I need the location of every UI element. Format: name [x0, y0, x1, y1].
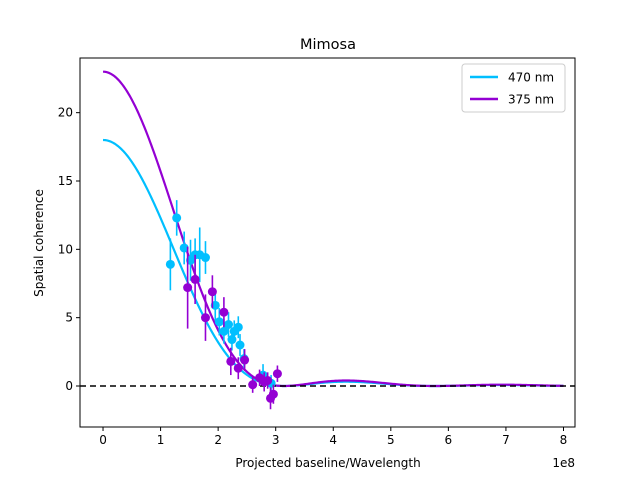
data-point-0-11: [227, 335, 237, 345]
y-tick-label-3: 15: [58, 174, 73, 188]
x-tick-label-4: 4: [329, 433, 337, 447]
plot-area: 0 1 2 3 4 5 6 7 8 0 5 10 15 20 470 nm 375 nm: [58, 57, 576, 447]
data-point-1-11: [263, 376, 273, 386]
x-offset-label: 1e8: [552, 456, 575, 470]
x-tick-label-2: 2: [214, 433, 222, 447]
y-tick-label-1: 5: [65, 311, 73, 325]
data-point-1-0: [183, 283, 193, 293]
x-tick-label-6: 6: [445, 433, 453, 447]
model-curve-1: [102, 70, 564, 388]
x-tick-label-3: 3: [272, 433, 280, 447]
data-point-1-6: [233, 363, 243, 373]
data-point-1-8: [248, 380, 258, 390]
data-point-1-5: [226, 356, 236, 366]
legend-label-0: 470 nm: [508, 71, 554, 85]
data-point-1-1: [190, 274, 200, 284]
data-point-0-8: [214, 317, 224, 327]
x-tick-label-8: 8: [560, 433, 568, 447]
data-point-0-1: [172, 213, 182, 223]
legend: 470 nm 375 nm: [461, 63, 566, 113]
x-tick-label-1: 1: [157, 433, 165, 447]
y-tick-label-2: 10: [58, 242, 73, 256]
x-tick-label-5: 5: [387, 433, 395, 447]
data-point-0-10: [224, 320, 233, 329]
chart-title: Mimosa: [300, 37, 356, 53]
y-tick-label-0: 0: [65, 379, 73, 393]
y-axis-label: Spatial coherence: [32, 189, 46, 297]
axes-frame: [79, 57, 576, 428]
x-axis-label: Projected baseline/Wavelength: [235, 456, 420, 470]
data-point-0-0: [165, 259, 175, 269]
data-point-0-2: [179, 243, 189, 253]
x-tick-label-0: 0: [99, 433, 107, 447]
data-point-1-14: [272, 369, 282, 379]
data-point-1-13: [268, 389, 278, 399]
data-point-0-13: [233, 322, 243, 332]
data-point-1-2: [200, 313, 210, 323]
legend-label-1: 375 nm: [508, 93, 554, 107]
data-point-1-4: [219, 307, 229, 317]
x-tick-label-7: 7: [502, 433, 510, 447]
data-point-1-3: [207, 287, 217, 297]
data-point-0-6: [200, 253, 210, 263]
data-point-1-7: [240, 355, 250, 365]
data-point-0-14: [235, 340, 245, 350]
y-tick-label-4: 20: [58, 106, 73, 120]
plot-contents: [80, 70, 575, 410]
data-point-0-9: [219, 326, 229, 336]
